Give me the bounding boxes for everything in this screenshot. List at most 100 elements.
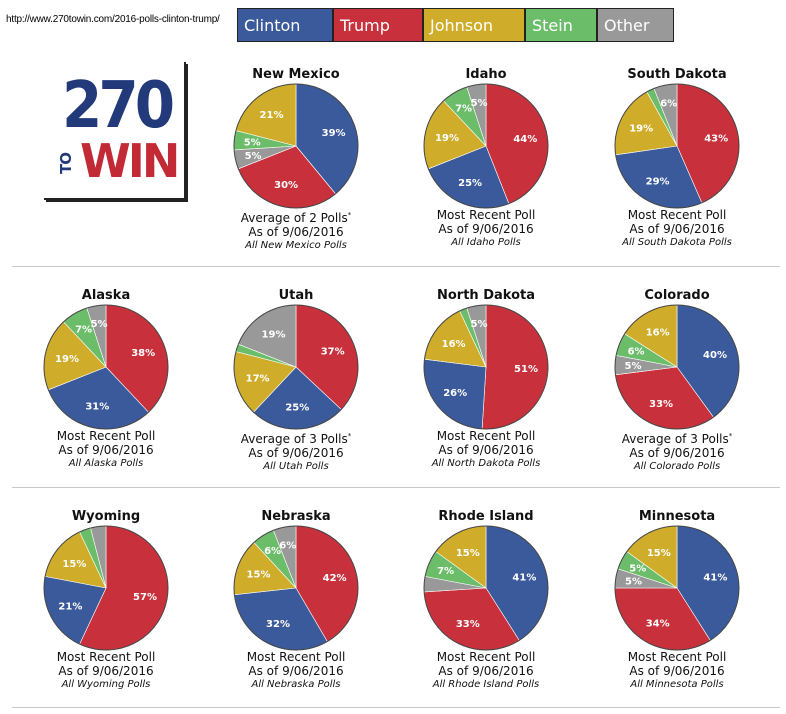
pie-data-label-other: 5% <box>471 98 488 109</box>
source-url[interactable]: http://www.270towin.com/2016-polls-clint… <box>6 14 220 25</box>
pie-outline <box>233 525 359 651</box>
pie-chart-new-mexico: 39% 30% 5% 5% 21% <box>233 83 359 209</box>
pie-data-label-stein: 5% <box>244 137 261 148</box>
pie-chart-minnesota: 41%34%5%5%15% <box>614 525 740 651</box>
pie-data-label-other: 5% <box>625 361 642 372</box>
legend-label-stein: Stein <box>532 15 573 35</box>
chart-title-south-dakota: South Dakota <box>627 67 727 82</box>
pie-data-label-other: 6% <box>279 540 296 551</box>
pie-outline <box>233 304 359 430</box>
pie-data-label-stein: 5% <box>629 564 646 575</box>
chart-title-colorado: Colorado <box>644 288 710 303</box>
poll-type: Average of 3 Polls* <box>240 432 352 446</box>
pie-chart-alaska: 38% 31% 19% 7%5% <box>43 304 169 430</box>
pie-data-label-stein: 7% <box>455 104 472 115</box>
poll-date: As of 9/06/2016 <box>438 222 534 236</box>
pie-data-label-stein: 6% <box>628 346 645 357</box>
pie-data-label-clinton: 41% <box>703 572 727 583</box>
pie-data-label-johnson: 16% <box>646 327 670 338</box>
chart-caption-idaho: Most Recent Poll As of 9/06/2016 All Idaho… <box>391 208 581 250</box>
pie-data-label-johnson: 19% <box>55 354 79 365</box>
logo-win: WIN <box>80 134 180 188</box>
pie-data-label-clinton: 29% <box>646 177 670 188</box>
pie-data-label-johnson: 19% <box>629 124 653 135</box>
poll-asterisk: * <box>347 432 352 440</box>
pie-data-label-other: 19% <box>262 329 286 340</box>
pie-data-label-other: 5% <box>471 319 488 330</box>
chart-title-minnesota: Minnesota <box>638 509 716 524</box>
pie-outline <box>43 525 169 651</box>
poll-asterisk: * <box>728 432 733 440</box>
chart-title-rhode-island: Rhode Island <box>438 509 534 524</box>
pie-data-label-stein: 7% <box>437 566 454 577</box>
chart-title-north-dakota: North Dakota <box>437 288 535 303</box>
all-polls-link[interactable]: All South Dakota Polls <box>622 237 732 248</box>
poll-date: As of 9/06/2016 <box>248 446 344 460</box>
poll-date: As of 9/06/2016 <box>248 225 344 239</box>
pie-outline <box>614 525 740 651</box>
site-logo[interactable]: 270 TO WIN <box>44 62 186 200</box>
pie-outline <box>423 525 549 651</box>
chart-title-utah: Utah <box>278 288 314 303</box>
pie-data-label-stein: 6% <box>264 546 281 557</box>
chart-title-alaska: Alaska <box>81 288 131 303</box>
chart-caption-colorado: Average of 3 Polls* As of 9/06/2016 All Co… <box>582 429 772 474</box>
pie-data-label-johnson: 15% <box>62 559 86 570</box>
pie-data-label-johnson: 17% <box>246 374 270 385</box>
pie-data-label-clinton: 26% <box>443 388 467 399</box>
pie-data-label-clinton: 41% <box>512 572 536 583</box>
poll-type: Most Recent Poll <box>436 429 536 443</box>
all-polls-link[interactable]: All Alaska Polls <box>68 458 144 469</box>
poll-date: As of 9/06/2016 <box>438 664 534 678</box>
pie-data-label-other: 5% <box>91 319 108 330</box>
all-polls-link[interactable]: All Wyoming Polls <box>61 679 151 690</box>
pie-data-label-clinton: 31% <box>85 402 109 413</box>
pie-chart-wyoming: 57% 21% 15% <box>43 525 169 651</box>
legend-item-johnson: Johnson <box>423 8 525 42</box>
chart-caption-north-dakota: Most Recent Poll As of 9/06/2016 All North… <box>391 429 581 471</box>
poll-date: As of 9/06/2016 <box>58 664 154 678</box>
logo-270: 270 <box>62 67 175 143</box>
pie-data-label-other: 6% <box>660 98 677 109</box>
pie-data-label-trump: 51% <box>514 364 538 375</box>
all-polls-link[interactable]: All Minnesota Polls <box>630 679 724 690</box>
poll-date: As of 9/06/2016 <box>629 222 725 236</box>
pie-outline <box>423 83 549 209</box>
pie-data-label-clinton: 25% <box>458 178 482 189</box>
all-polls-link[interactable]: All New Mexico Polls <box>245 240 347 251</box>
legend-item-other: Other <box>597 8 674 42</box>
all-polls-link[interactable]: All Rhode Island Polls <box>432 679 540 690</box>
pie-chart-rhode-island: 41% 33% 7%15% <box>423 525 549 651</box>
poll-type: Most Recent Poll <box>436 650 536 664</box>
pie-data-label-clinton: 21% <box>58 602 82 613</box>
chart-title-idaho: Idaho <box>465 67 507 82</box>
pie-data-label-trump: 42% <box>323 573 347 584</box>
poll-asterisk: * <box>347 211 352 219</box>
poll-type: Average of 3 Polls* <box>621 432 733 446</box>
legend-label-clinton: Clinton <box>244 15 301 35</box>
pie-data-label-trump: 33% <box>456 619 480 630</box>
all-polls-link[interactable]: All Nebraska Polls <box>251 679 341 690</box>
poll-type: Most Recent Poll <box>56 650 156 664</box>
pie-data-label-clinton: 32% <box>266 619 290 630</box>
pie-data-label-trump: 57% <box>133 592 157 603</box>
all-polls-link[interactable]: All North Dakota Polls <box>431 458 541 469</box>
pie-data-label-johnson: 15% <box>247 570 271 581</box>
poll-type: Most Recent Poll <box>56 429 156 443</box>
poll-type: Average of 2 Polls* <box>240 211 352 225</box>
legend-item-clinton: Clinton <box>237 8 333 42</box>
pie-data-label-trump: 43% <box>704 133 728 144</box>
all-polls-link[interactable]: All Idaho Polls <box>451 237 521 248</box>
pie-data-label-clinton: 25% <box>285 403 309 414</box>
pie-chart-colorado: 40% 33% 5% 6%16% <box>614 304 740 430</box>
poll-date: As of 9/06/2016 <box>438 443 534 457</box>
poll-date: As of 9/06/2016 <box>58 443 154 457</box>
pie-data-label-trump: 30% <box>274 180 298 191</box>
all-polls-link[interactable]: All Utah Polls <box>263 461 329 472</box>
all-polls-link[interactable]: All Colorado Polls <box>633 461 721 472</box>
chart-caption-alaska: Most Recent Poll As of 9/06/2016 All Alask… <box>11 429 201 471</box>
chart-title-nebraska: Nebraska <box>261 509 331 524</box>
pie-outline <box>614 83 740 209</box>
pie-data-label-johnson: 15% <box>647 548 671 559</box>
pie-data-label-stein: 7% <box>75 325 92 336</box>
